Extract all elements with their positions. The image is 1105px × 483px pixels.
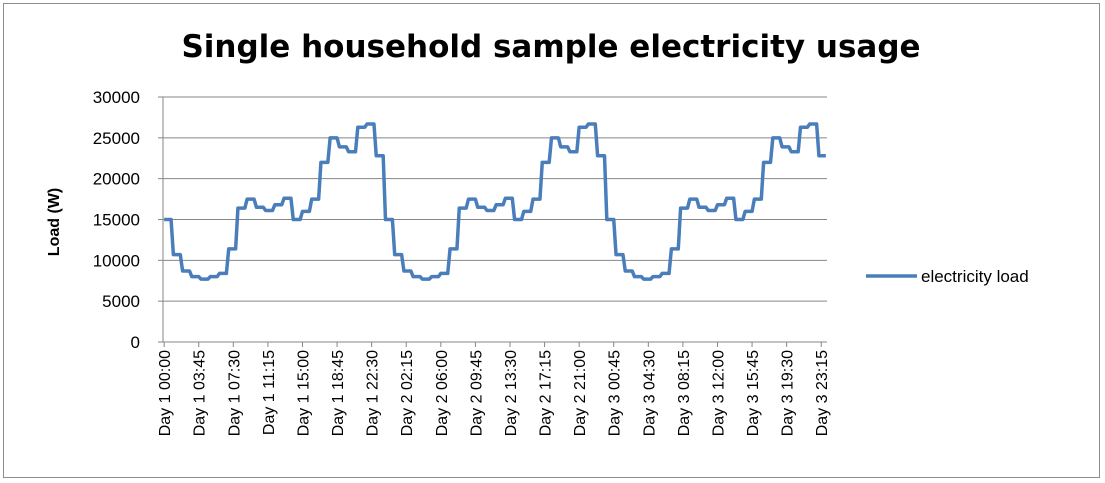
y-tick-label-5000: 5000: [102, 292, 140, 311]
y-tick-label-15000: 15000: [93, 211, 140, 230]
x-tick-label-6: Day 1 22:30: [365, 350, 382, 436]
x-tick-label-10: Day 2 13:30: [503, 350, 520, 436]
x-tick-label-15: Day 3 08:15: [676, 350, 693, 436]
x-tick-label-12: Day 2 21:00: [572, 350, 589, 436]
x-tick-label-14: Day 3 04:30: [641, 350, 658, 436]
x-tick-label-4: Day 1 15:00: [295, 350, 312, 436]
legend-label-electricity-load: electricity load: [921, 267, 1029, 286]
x-tick-label-5: Day 1 18:45: [330, 350, 347, 436]
y-tick-label-20000: 20000: [93, 170, 140, 189]
y-axis-label: Load (W): [46, 188, 63, 256]
x-tick-label-16: Day 3 12:00: [710, 350, 727, 436]
y-tick-label-30000: 30000: [93, 88, 140, 107]
x-tick-label-2: Day 1 07:30: [226, 350, 243, 436]
x-axis-ticks: Day 1 00:00 Day 1 03:45 Day 1 07:30 Day 1 1…: [157, 342, 831, 436]
chart-frame: [3, 3, 1100, 478]
x-tick-label-3: Day 1 11:15: [261, 350, 278, 435]
gridlines: [163, 96, 827, 302]
x-tick-label-7: Day 2 02:15: [399, 350, 416, 436]
chart-title: Single household sample electricity usag…: [181, 29, 920, 65]
x-tick-label-11: Day 2 17:15: [538, 350, 555, 436]
x-tick-label-9: Day 2 09:45: [468, 350, 485, 436]
x-tick-label-17: Day 3 15:45: [745, 350, 762, 436]
series-line-electricity-load: [164, 122, 826, 281]
x-tick-label-19: Day 3 23:15: [814, 350, 831, 436]
legend: electricity load: [866, 267, 1029, 286]
x-tick-label-13: Day 3 00:45: [607, 350, 624, 436]
x-tick-label-8: Day 2 06:00: [434, 350, 451, 436]
x-tick-label-1: Day 1 03:45: [192, 350, 209, 436]
x-tick-label-0: Day 1 00:00: [157, 350, 174, 436]
y-tick-label-25000: 25000: [93, 129, 140, 148]
x-tick-label-18: Day 3 19:30: [780, 350, 797, 436]
y-axis-ticks: 0 5000 10000 15000 20000 25000 30000: [93, 88, 163, 352]
y-tick-label-0: 0: [131, 333, 140, 352]
y-tick-label-10000: 10000: [93, 251, 140, 270]
